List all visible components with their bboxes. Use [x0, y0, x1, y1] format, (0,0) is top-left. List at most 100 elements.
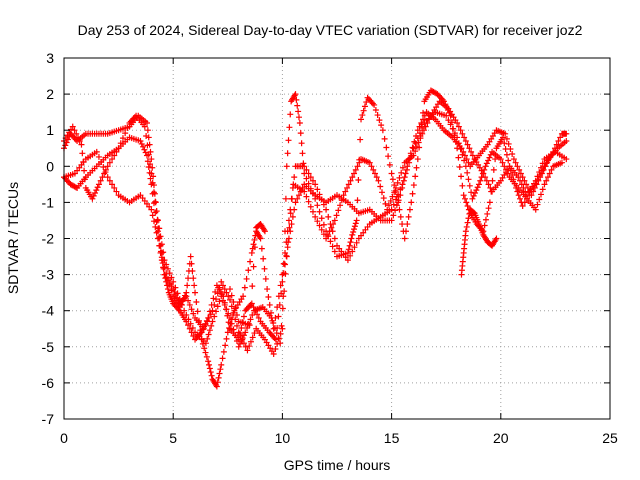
data-point — [414, 156, 421, 163]
data-point — [314, 186, 321, 193]
data-point — [97, 177, 104, 184]
data-point — [312, 195, 319, 202]
data-point — [144, 142, 151, 149]
data-point — [301, 170, 308, 177]
data-point — [323, 206, 330, 213]
data-point — [141, 146, 148, 153]
data-point — [460, 148, 467, 155]
data-point — [517, 170, 524, 177]
data-point — [202, 349, 209, 356]
data-point — [109, 181, 116, 188]
data-point — [246, 343, 253, 350]
data-point — [292, 91, 299, 98]
data-point — [501, 163, 508, 170]
data-point — [286, 224, 293, 231]
data-point — [220, 348, 227, 355]
data-point — [300, 160, 307, 167]
data-point — [181, 307, 188, 314]
data-point — [386, 161, 393, 168]
data-point — [145, 151, 152, 158]
data-point — [537, 191, 544, 198]
data-point — [309, 190, 316, 197]
data-point — [223, 306, 230, 313]
data-point — [505, 140, 512, 147]
data-point — [553, 141, 560, 148]
data-point — [557, 134, 564, 141]
data-point — [218, 293, 225, 300]
data-point — [158, 241, 165, 248]
data-point — [466, 210, 473, 217]
data-point — [257, 235, 264, 242]
data-point — [475, 181, 482, 188]
data-point — [299, 150, 306, 157]
data-point — [249, 283, 256, 290]
data-point — [202, 322, 209, 329]
data-point — [329, 243, 336, 250]
data-point — [242, 343, 249, 350]
data-point — [385, 153, 392, 160]
data-point — [277, 330, 284, 337]
data-point — [487, 184, 494, 191]
data-point — [216, 284, 223, 291]
data-point — [277, 340, 284, 347]
data-point — [214, 290, 221, 297]
data-point — [283, 163, 290, 170]
data-point — [474, 184, 481, 191]
data-point — [289, 195, 296, 202]
data-point — [148, 170, 155, 177]
data-point — [536, 196, 543, 203]
data-point — [481, 166, 488, 173]
data-point — [497, 156, 504, 163]
data-point — [164, 286, 171, 293]
data-point — [462, 163, 469, 170]
chart-title: Day 253 of 2024, Sidereal Day-to-day VTE… — [78, 22, 583, 38]
data-point — [349, 231, 356, 238]
data-point — [486, 154, 493, 161]
data-point — [240, 332, 247, 339]
data-point — [519, 203, 526, 210]
data-point — [307, 203, 314, 210]
data-point — [247, 316, 254, 323]
data-point — [355, 177, 362, 184]
data-point — [73, 130, 80, 137]
data-point — [318, 226, 325, 233]
data-point — [342, 188, 349, 195]
data-point — [548, 166, 555, 173]
data-point — [188, 306, 195, 313]
data-point — [372, 170, 379, 177]
data-point — [351, 226, 358, 233]
data-point — [325, 213, 332, 220]
data-point — [372, 106, 379, 113]
data-point — [207, 311, 214, 318]
data-point — [465, 176, 472, 183]
data-point — [448, 119, 455, 126]
data-point — [79, 150, 86, 157]
data-point — [92, 190, 99, 197]
data-point — [214, 303, 221, 310]
data-point — [205, 358, 212, 365]
data-point — [450, 125, 457, 132]
data-point — [232, 305, 239, 312]
data-point — [318, 215, 325, 222]
data-point — [143, 119, 150, 126]
data-point — [218, 278, 225, 285]
data-point — [320, 221, 327, 228]
data-point — [285, 235, 292, 242]
y-tick-label: 0 — [46, 158, 54, 174]
data-point — [482, 163, 489, 170]
data-point — [296, 119, 303, 126]
data-point — [168, 274, 175, 281]
data-point — [345, 181, 352, 188]
data-point — [501, 140, 508, 147]
data-point — [417, 135, 424, 142]
data-point — [312, 181, 319, 188]
data-point — [499, 134, 506, 141]
data-point — [451, 132, 458, 139]
data-point — [101, 170, 108, 177]
data-point — [272, 345, 279, 352]
data-point — [391, 189, 398, 196]
data-point — [72, 184, 79, 191]
data-point — [510, 176, 517, 183]
data-point — [232, 332, 239, 339]
